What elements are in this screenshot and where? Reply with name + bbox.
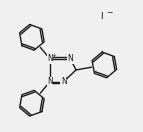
Text: +: + bbox=[51, 53, 56, 58]
Text: −: − bbox=[106, 9, 113, 18]
Text: N: N bbox=[67, 54, 73, 63]
Text: N: N bbox=[61, 77, 66, 86]
Text: I: I bbox=[100, 12, 103, 21]
Text: N: N bbox=[47, 77, 53, 86]
Text: N: N bbox=[47, 54, 53, 63]
